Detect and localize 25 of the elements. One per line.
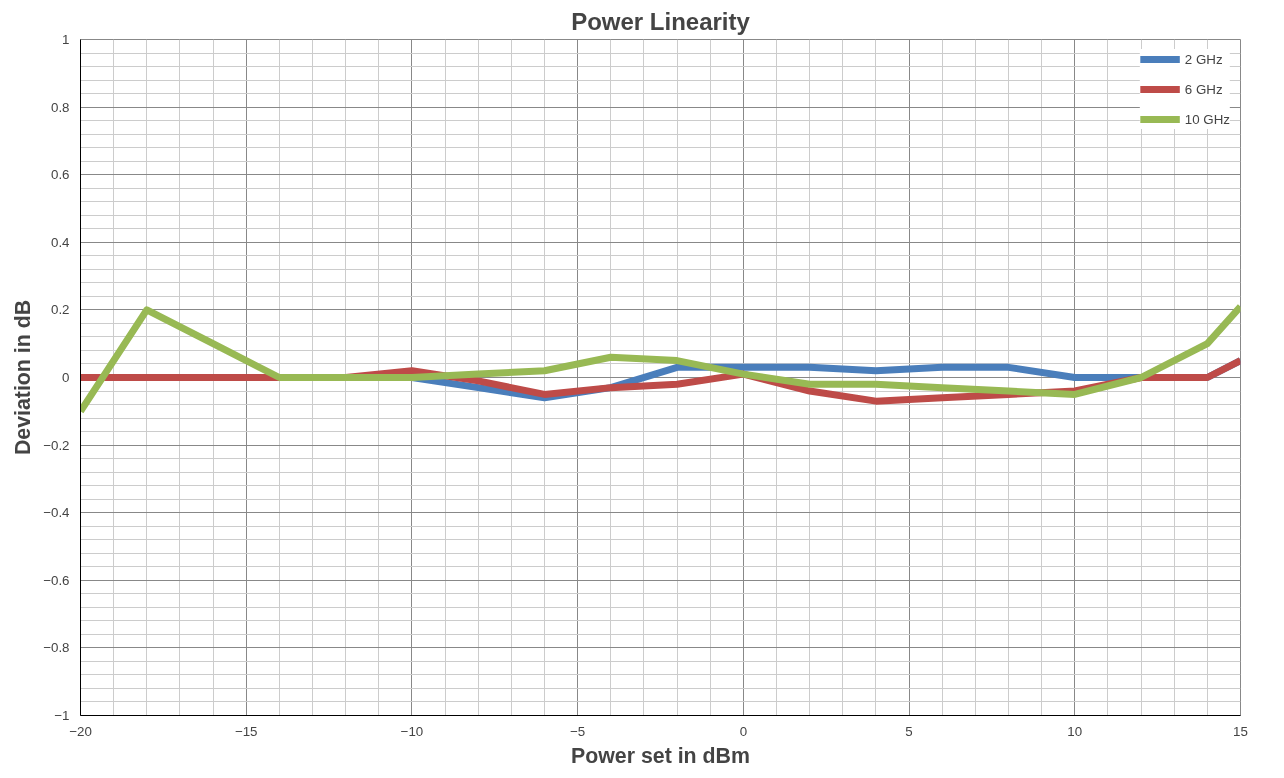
legend-label: 10 GHz [1184, 111, 1230, 127]
x-tick-label: −10 [400, 723, 424, 739]
y-tick-label: 0.4 [50, 234, 71, 250]
y-tick-label: −0.4 [43, 505, 71, 521]
y-tick-label: −1 [54, 708, 70, 723]
y-tick-label: 0 [62, 370, 70, 385]
legend-label: 2 GHz [1184, 51, 1223, 67]
y-tick-label: 0.2 [50, 302, 70, 318]
y-tick-label: −0.2 [43, 437, 70, 453]
x-tick-label: 0 [739, 723, 748, 739]
y-tick-label: 1 [62, 32, 70, 47]
x-tick-label: −5 [570, 723, 586, 739]
legend-label: 6 GHz [1184, 81, 1223, 97]
x-tick-label: 5 [905, 723, 913, 739]
y-tick-label: −0.8 [43, 640, 70, 656]
x-tick-label: 15 [1233, 723, 1248, 739]
x-tick-label: 10 [1067, 723, 1083, 739]
y-axis-title: Deviation in dB [11, 299, 36, 456]
x-axis-title: Power set in dBm [571, 743, 750, 768]
chart-title: Power Linearity [571, 7, 751, 35]
y-tick-label: 0.8 [50, 99, 70, 115]
y-tick-label: 0.6 [50, 167, 70, 183]
y-tick-label: −0.6 [43, 572, 70, 588]
x-tick-label: −15 [234, 723, 258, 739]
x-tick-label: −20 [69, 723, 92, 739]
